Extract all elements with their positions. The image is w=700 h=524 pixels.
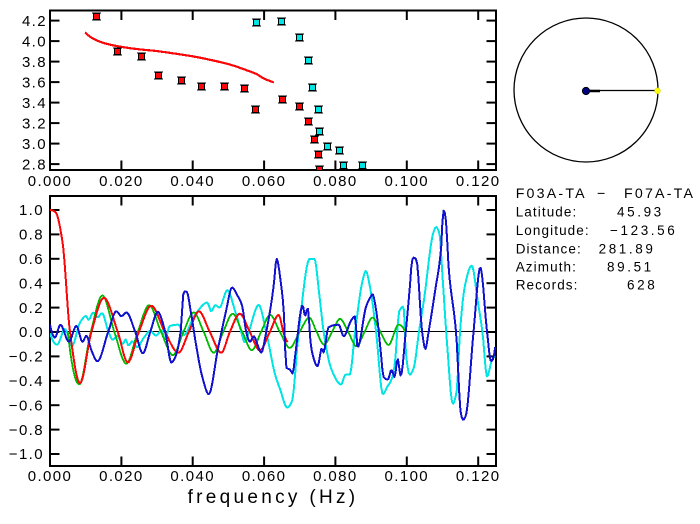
svg-text:0.060: 0.060 (242, 468, 287, 485)
svg-text:F07A-TA: F07A-TA (624, 186, 695, 202)
svg-text:0.120: 0.120 (456, 173, 501, 190)
svg-text:0.100: 0.100 (385, 173, 430, 190)
svg-text:F03A-TA: F03A-TA (516, 186, 587, 202)
svg-text:0.040: 0.040 (170, 468, 215, 485)
svg-text:frequency (Hz): frequency (Hz) (188, 487, 359, 508)
svg-text:3.6: 3.6 (22, 74, 47, 91)
svg-text:−: − (597, 186, 608, 202)
svg-text:Distance:: Distance: (516, 241, 582, 256)
svg-text:0.060: 0.060 (242, 173, 287, 190)
svg-text:−1.0: −1.0 (9, 446, 44, 463)
svg-text:−0.6: −0.6 (9, 397, 44, 414)
svg-text:3.0: 3.0 (22, 136, 47, 153)
svg-text:Azimuth:: Azimuth: (516, 259, 577, 274)
svg-text:Longitude:: Longitude: (516, 223, 590, 238)
svg-text:45.93: 45.93 (617, 204, 664, 219)
svg-text:0.100: 0.100 (385, 468, 430, 485)
svg-text:−123.56: −123.56 (610, 223, 677, 238)
svg-text:2.8: 2.8 (22, 156, 47, 173)
svg-text:0.120: 0.120 (456, 468, 501, 485)
svg-text:−0.4: −0.4 (9, 373, 44, 390)
svg-text:0.0: 0.0 (19, 324, 44, 341)
svg-text:0.000: 0.000 (28, 468, 73, 485)
svg-text:0.020: 0.020 (99, 173, 144, 190)
svg-text:3.4: 3.4 (22, 95, 47, 112)
svg-text:0.080: 0.080 (313, 468, 358, 485)
svg-text:89.51: 89.51 (607, 259, 654, 274)
svg-text:1.0: 1.0 (19, 202, 44, 219)
svg-text:Records:: Records: (516, 277, 579, 292)
svg-text:4.2: 4.2 (22, 13, 47, 30)
svg-text:3.2: 3.2 (22, 115, 47, 132)
svg-text:628: 628 (627, 277, 657, 292)
svg-text:0.000: 0.000 (28, 173, 73, 190)
svg-text:−0.2: −0.2 (9, 349, 44, 366)
svg-text:0.080: 0.080 (313, 173, 358, 190)
svg-text:0.020: 0.020 (99, 468, 144, 485)
svg-text:0.4: 0.4 (19, 275, 44, 292)
svg-text:0.2: 0.2 (19, 300, 44, 317)
svg-text:281.89: 281.89 (599, 241, 656, 256)
svg-text:3.8: 3.8 (22, 54, 47, 71)
svg-text:Latitude:: Latitude: (516, 204, 578, 219)
svg-text:−0.8: −0.8 (9, 422, 44, 439)
svg-text:0.6: 0.6 (19, 251, 44, 268)
svg-text:0.8: 0.8 (19, 227, 44, 244)
svg-text:4.0: 4.0 (22, 33, 47, 50)
svg-text:0.040: 0.040 (170, 173, 215, 190)
